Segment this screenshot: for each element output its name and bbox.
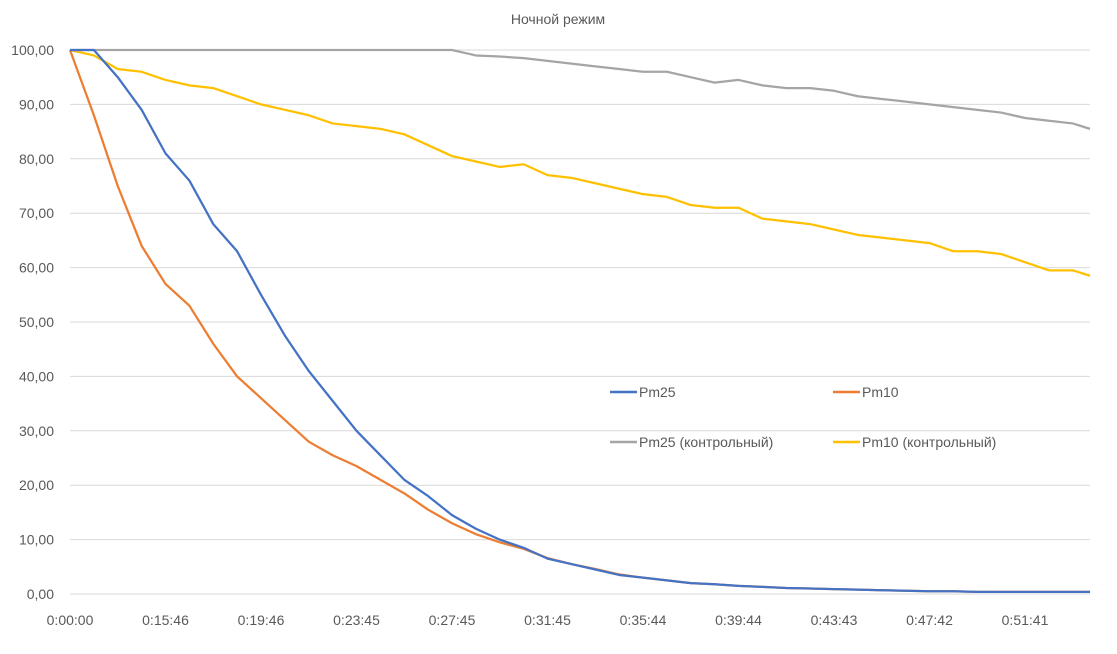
y-tick-label: 40,00: [19, 368, 54, 384]
y-tick-label: 0,00: [27, 586, 54, 602]
legend-label: Pm25 (контрольный): [639, 434, 773, 450]
legend-entry: Pm10: [833, 384, 899, 400]
legend-entry: Pm25 (контрольный): [610, 434, 773, 450]
x-tick-label: 0:19:46: [238, 612, 285, 628]
y-tick-label: 100,00: [11, 42, 54, 58]
x-tick-label: 0:15:46: [142, 612, 189, 628]
y-tick-label: 70,00: [19, 205, 54, 221]
y-tick-label: 30,00: [19, 423, 54, 439]
legend-label: Pm10: [862, 384, 899, 400]
y-tick-label: 60,00: [19, 260, 54, 276]
x-tick-label: 0:39:44: [715, 612, 762, 628]
y-tick-label: 10,00: [19, 532, 54, 548]
y-tick-label: 20,00: [19, 477, 54, 493]
series-line-0: [70, 48, 1090, 593]
y-tick-label: 80,00: [19, 151, 54, 167]
chart-title: Ночной режим: [511, 11, 605, 27]
legend-label: Pm25: [639, 384, 676, 400]
y-tick-label: 50,00: [19, 314, 54, 330]
x-tick-label: 0:27:45: [429, 612, 476, 628]
series-line-1: [68, 49, 1090, 593]
series-line-3: [69, 48, 1091, 277]
y-tick-label: 90,00: [19, 96, 54, 112]
legend-label: Pm10 (контрольный): [862, 434, 996, 450]
x-tick-label: 0:35:44: [620, 612, 667, 628]
x-tick-label: 0:43:43: [811, 612, 858, 628]
x-tick-label: 0:23:45: [333, 612, 380, 628]
x-tick-label: 0:31:45: [524, 612, 571, 628]
x-tick-label: 0:51:41: [1002, 612, 1049, 628]
legend-entry: Pm10 (контрольный): [833, 434, 996, 450]
x-tick-label: 0:00:00: [47, 612, 94, 628]
legend-entry: Pm25: [610, 384, 676, 400]
series-line-2: [70, 48, 1091, 130]
x-tick-label: 0:47:42: [906, 612, 953, 628]
